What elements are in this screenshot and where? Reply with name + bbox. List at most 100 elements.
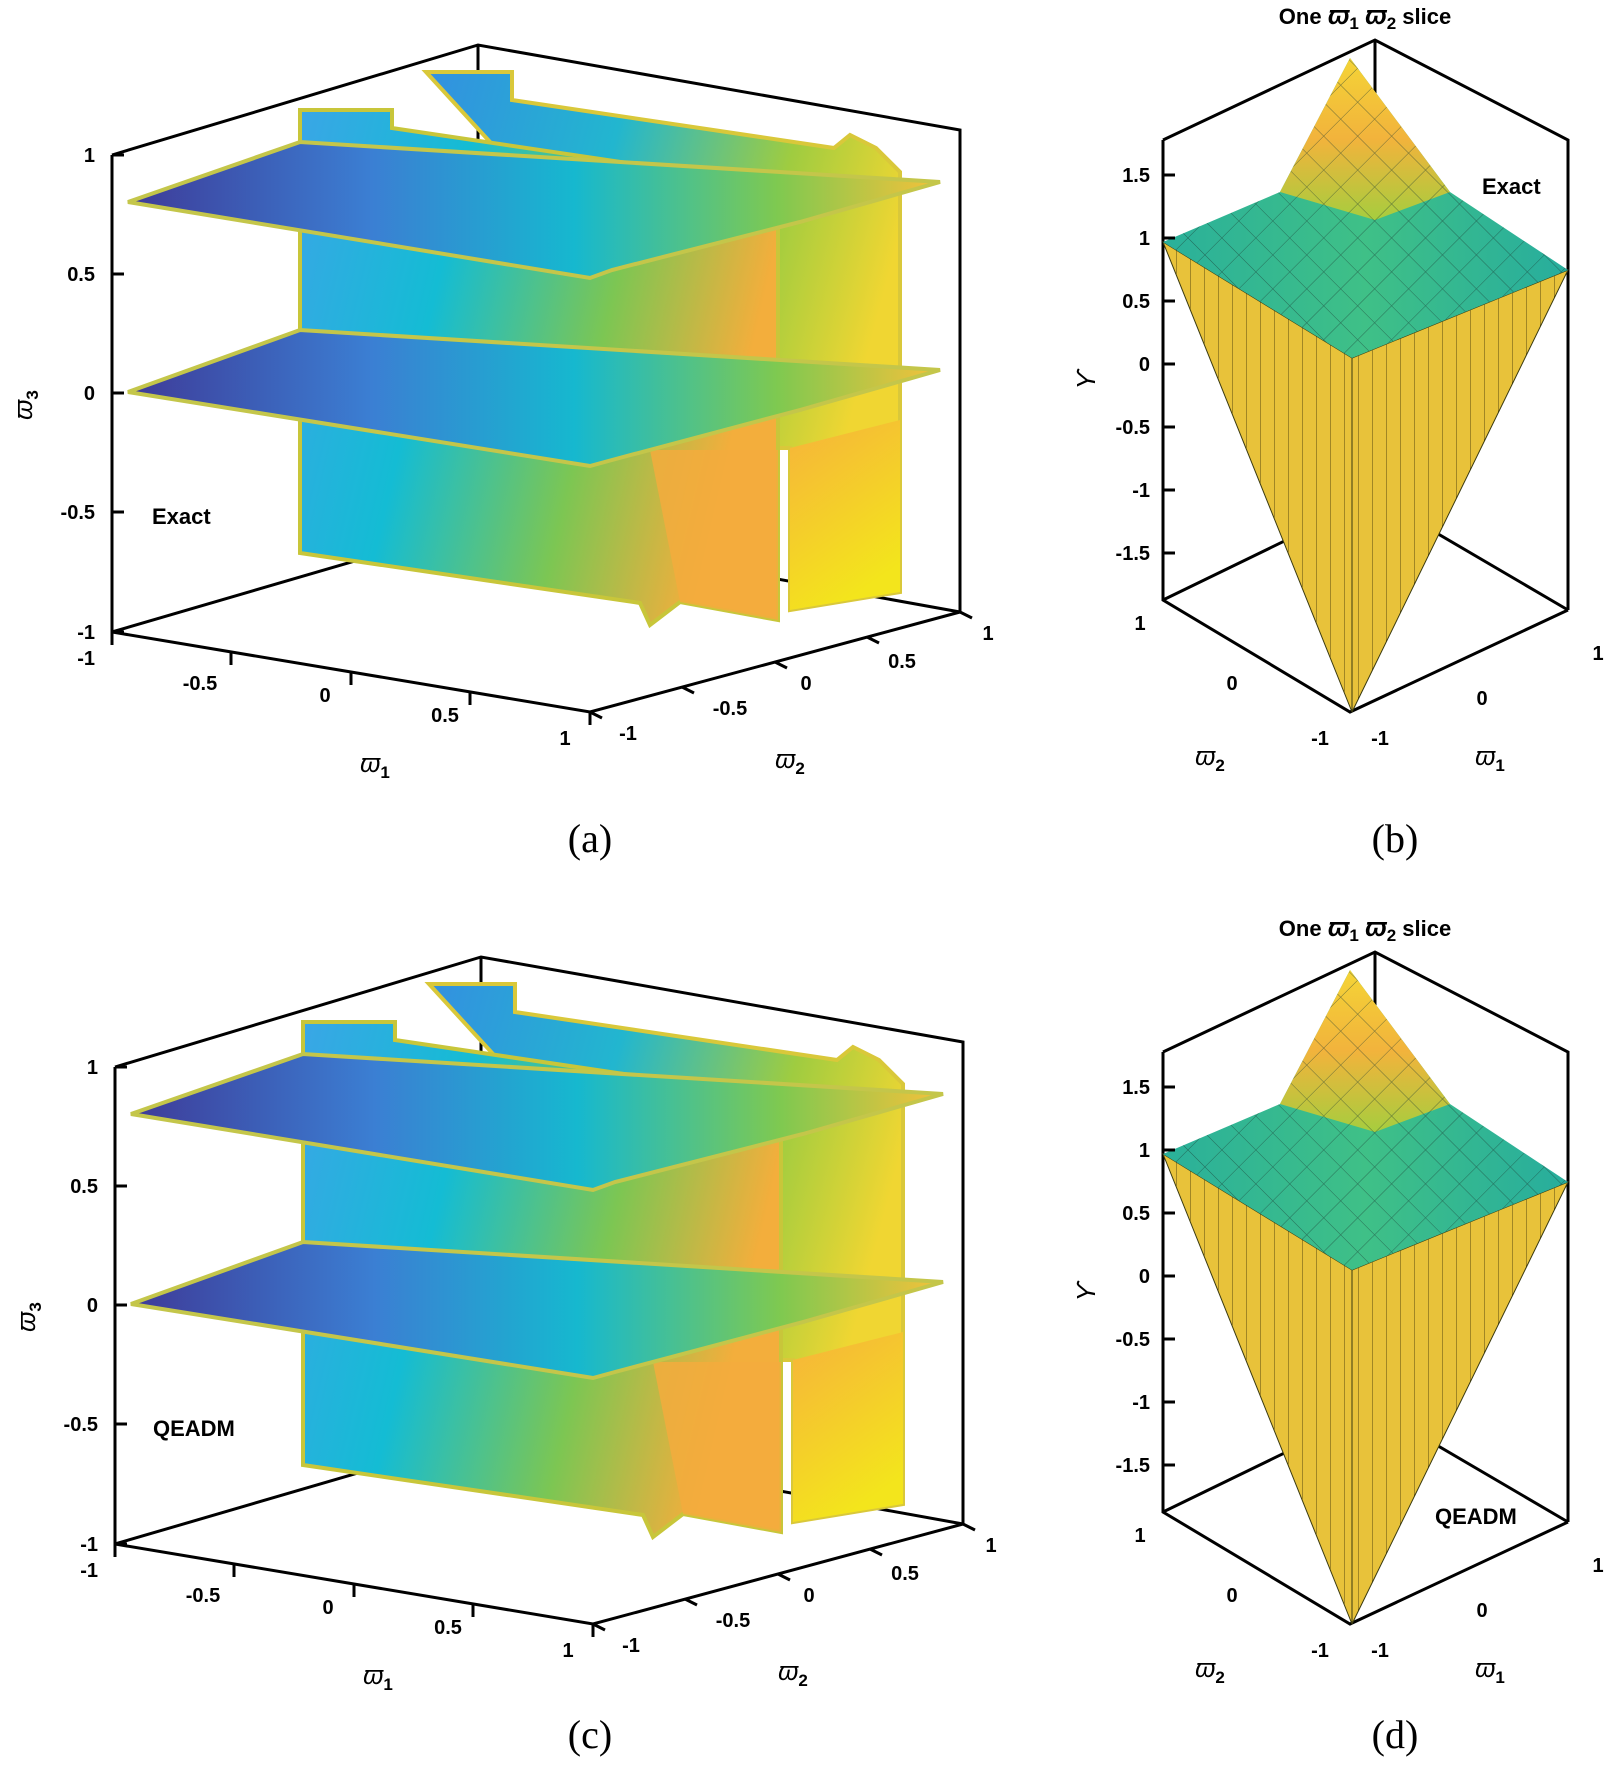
x-tick-a-1: 1 bbox=[559, 728, 570, 750]
y-tick-d-1: 1 bbox=[1134, 1525, 1145, 1547]
z-tick-a-neg1: -1 bbox=[77, 622, 95, 644]
front-orange-face-a bbox=[650, 450, 778, 620]
z-ticks-b bbox=[1163, 173, 1175, 555]
z-axis-label-a: ϖ3 bbox=[8, 390, 42, 420]
annotation-c: QEADM bbox=[153, 1416, 235, 1441]
y-tick-b-neg1: -1 bbox=[1311, 728, 1329, 750]
z-tick-a-0: 0 bbox=[84, 383, 95, 405]
z-tick-d-neg1: -1 bbox=[1132, 1392, 1150, 1414]
surface-mesh-d bbox=[1163, 970, 1568, 1270]
title-d: One ϖ1 ϖ2 slice bbox=[1279, 912, 1451, 946]
back-yellow-face-a bbox=[790, 420, 900, 610]
z-tick-d-1: 1 bbox=[1139, 1140, 1150, 1162]
y-tick-a-1: 1 bbox=[982, 623, 993, 645]
x-axis-ticks-a bbox=[110, 632, 592, 725]
annotation-a: Exact bbox=[152, 504, 211, 529]
x-tick-d-1: 1 bbox=[1592, 1555, 1603, 1577]
annotation-b: Exact bbox=[1482, 174, 1541, 199]
x-tick-c-0.5: 0.5 bbox=[434, 1617, 462, 1639]
x-tick-a-0.5: 0.5 bbox=[431, 705, 459, 727]
surface-mesh-b bbox=[1163, 58, 1568, 358]
caption-d: (d) bbox=[1372, 1712, 1419, 1757]
z-tick-b-neg1: -1 bbox=[1132, 480, 1150, 502]
z-tick-b-0.5: 0.5 bbox=[1122, 291, 1150, 313]
x-tick-d-0: 0 bbox=[1476, 1600, 1487, 1622]
x-axis-ticks-c bbox=[113, 1544, 595, 1637]
z-tick-b-1: 1 bbox=[1139, 228, 1150, 250]
z-tick-c-0: 0 bbox=[87, 1295, 98, 1317]
z-axis-label-c: ϖ3 bbox=[11, 1302, 45, 1332]
y-tick-a-0: 0 bbox=[800, 673, 811, 695]
z-tick-d-0.5: 0.5 bbox=[1122, 1203, 1150, 1225]
y-tick-b-1: 1 bbox=[1134, 613, 1145, 635]
caption-a: (a) bbox=[568, 816, 612, 861]
z-tick-b-1.5: 1.5 bbox=[1122, 165, 1150, 187]
y-tick-a-0.5: 0.5 bbox=[888, 651, 916, 673]
z-tick-b-neg0.5: -0.5 bbox=[1116, 417, 1150, 439]
y-tick-b-0: 0 bbox=[1226, 673, 1237, 695]
x-tick-b-1: 1 bbox=[1592, 643, 1603, 665]
upper-horizontal-slice-a bbox=[127, 139, 941, 281]
z-tick-a-neg0.5: -0.5 bbox=[61, 502, 95, 524]
panel-c-volume-slice-plot: 1 0.5 0 -0.5 -1 -1 -0.5 0 0.5 1 -1 -0.5 … bbox=[11, 955, 997, 1757]
z-axis-ticks-a bbox=[112, 153, 124, 634]
y-tick-a-neg1: -1 bbox=[619, 723, 637, 745]
y-tick-c-0.5: 0.5 bbox=[891, 1563, 919, 1585]
x-tick-a-neg0.5: -0.5 bbox=[183, 673, 217, 695]
z-tick-d-neg1.5: -1.5 bbox=[1116, 1455, 1150, 1477]
upper-horizontal-slice-c bbox=[130, 1051, 944, 1193]
x-tick-b-0: 0 bbox=[1476, 688, 1487, 710]
x-tick-c-1: 1 bbox=[562, 1640, 573, 1662]
y-axis-label-a: ϖ2 bbox=[775, 744, 805, 778]
x-tick-c-neg0.5: -0.5 bbox=[186, 1585, 220, 1607]
x-axis-label-b: ϖ1 bbox=[1475, 741, 1505, 775]
z-tick-d-0: 0 bbox=[1139, 1266, 1150, 1288]
x-tick-d-neg1: -1 bbox=[1371, 1640, 1389, 1662]
lower-horizontal-slice-a bbox=[127, 327, 941, 469]
z-tick-c-neg1: -1 bbox=[80, 1534, 98, 1556]
back-yellow-face-c bbox=[793, 1332, 903, 1522]
z-axis-label-d: ϒ bbox=[1071, 1279, 1101, 1301]
z-tick-d-neg0.5: -0.5 bbox=[1116, 1329, 1150, 1351]
z-tick-a-1: 1 bbox=[84, 145, 95, 167]
y-tick-c-neg0.5: -0.5 bbox=[716, 1610, 750, 1632]
y-tick-d-0: 0 bbox=[1226, 1585, 1237, 1607]
z-axis-ticks-c bbox=[115, 1065, 127, 1546]
y-tick-c-0: 0 bbox=[803, 1585, 814, 1607]
x-axis-label-d: ϖ1 bbox=[1475, 1653, 1505, 1687]
annotation-d: QEADM bbox=[1435, 1504, 1517, 1529]
y-axis-label-b: ϖ2 bbox=[1195, 741, 1225, 775]
y-axis-ticks-c bbox=[592, 1522, 976, 1632]
y-tick-d-neg1: -1 bbox=[1311, 1640, 1329, 1662]
z-tick-d-1.5: 1.5 bbox=[1122, 1077, 1150, 1099]
x-tick-a-neg1: -1 bbox=[77, 648, 95, 670]
z-tick-c-neg0.5: -0.5 bbox=[64, 1414, 98, 1436]
y-axis-label-c: ϖ2 bbox=[778, 1656, 808, 1690]
z-tick-b-neg1.5: -1.5 bbox=[1116, 543, 1150, 565]
x-tick-a-0: 0 bbox=[319, 685, 330, 707]
z-tick-b-0: 0 bbox=[1139, 354, 1150, 376]
z-ticks-d bbox=[1163, 1085, 1175, 1467]
panel-a-volume-slice-plot: 1 0.5 0 -0.5 -1 -1 -0.5 0 0.5 1 -1 -0.5 … bbox=[8, 43, 994, 861]
y-axis-ticks-a bbox=[589, 610, 973, 720]
front-orange-face-c bbox=[653, 1362, 781, 1532]
panel-d-surface-plot: 1.5 1 0.5 0 -0.5 -1 -1.5 1 0 -1 -1 0 1 ϒ… bbox=[1071, 912, 1604, 1757]
title-b: One ϖ1 ϖ2 slice bbox=[1279, 0, 1451, 34]
x-tick-b-neg1: -1 bbox=[1371, 728, 1389, 750]
y-axis-label-d: ϖ2 bbox=[1195, 1653, 1225, 1687]
panel-b-surface-plot: 1.5 1 0.5 0 -0.5 -1 -1.5 1 0 -1 -1 0 1 ϒ… bbox=[1071, 0, 1604, 861]
z-tick-c-1: 1 bbox=[87, 1057, 98, 1079]
caption-b: (b) bbox=[1372, 816, 1419, 861]
x-axis-label-c: ϖ1 bbox=[363, 1660, 393, 1694]
z-axis-label-b: ϒ bbox=[1071, 367, 1101, 389]
y-tick-c-neg1: -1 bbox=[622, 1635, 640, 1657]
z-tick-c-0.5: 0.5 bbox=[70, 1176, 98, 1198]
z-tick-a-0.5: 0.5 bbox=[67, 264, 95, 286]
y-tick-a-neg0.5: -0.5 bbox=[713, 698, 747, 720]
x-tick-c-0: 0 bbox=[322, 1597, 333, 1619]
x-tick-c-neg1: -1 bbox=[80, 1560, 98, 1582]
x-axis-label-a: ϖ1 bbox=[360, 748, 390, 782]
lower-horizontal-slice-c bbox=[130, 1239, 944, 1381]
y-tick-c-1: 1 bbox=[985, 1535, 996, 1557]
